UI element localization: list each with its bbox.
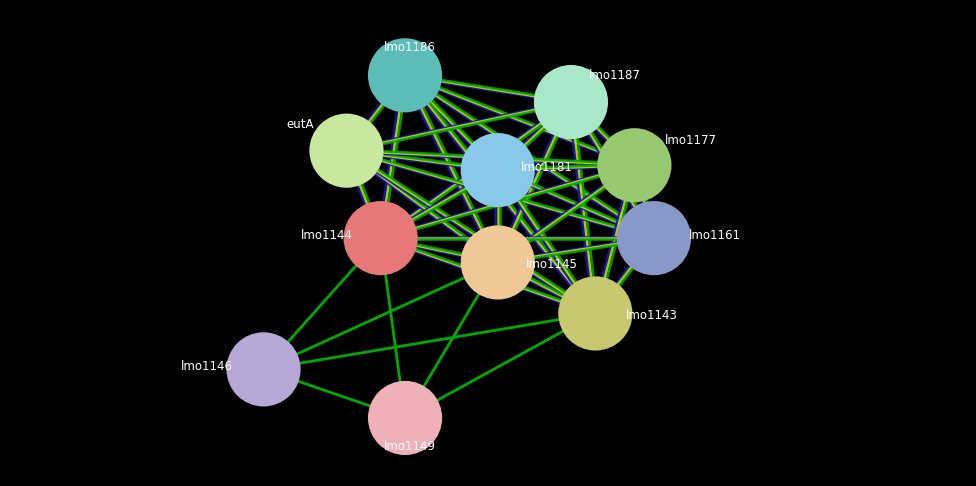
Text: lmo1181: lmo1181 xyxy=(520,161,573,174)
Text: lmo1186: lmo1186 xyxy=(384,41,436,53)
Text: lmo1177: lmo1177 xyxy=(665,135,717,147)
Text: lmo1145: lmo1145 xyxy=(525,259,578,271)
Ellipse shape xyxy=(368,38,442,112)
Text: lmo1161: lmo1161 xyxy=(688,229,741,242)
Text: lmo1143: lmo1143 xyxy=(626,310,678,322)
Ellipse shape xyxy=(597,128,671,202)
Ellipse shape xyxy=(617,201,691,275)
Ellipse shape xyxy=(558,277,632,350)
Text: lmo1149: lmo1149 xyxy=(384,440,436,452)
Text: lmo1146: lmo1146 xyxy=(181,361,233,373)
Ellipse shape xyxy=(368,381,442,455)
Ellipse shape xyxy=(534,65,608,139)
Ellipse shape xyxy=(344,201,418,275)
Text: lmo1144: lmo1144 xyxy=(301,229,353,242)
Ellipse shape xyxy=(461,133,535,207)
Text: eutA: eutA xyxy=(286,119,313,131)
Ellipse shape xyxy=(461,226,535,299)
Ellipse shape xyxy=(309,114,384,188)
Ellipse shape xyxy=(226,332,301,406)
Text: lmo1187: lmo1187 xyxy=(589,69,641,82)
